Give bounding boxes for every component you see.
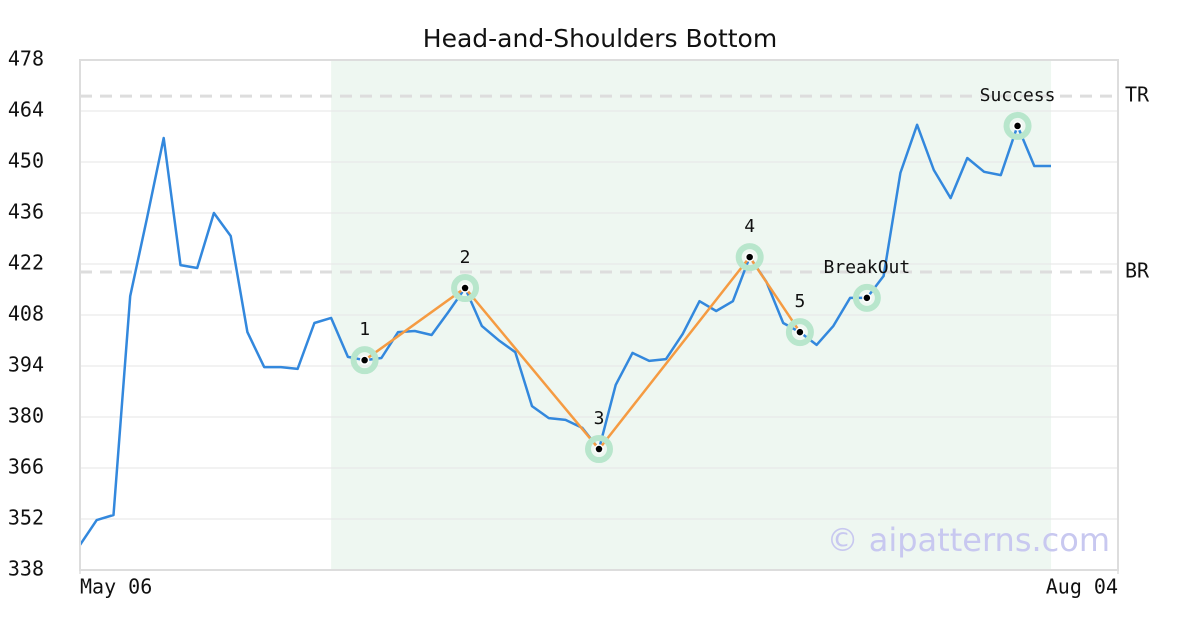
y-tick-label: 394 xyxy=(8,353,44,377)
pattern-point-halo xyxy=(785,318,814,347)
pattern-label: 2 xyxy=(460,247,471,268)
pattern-point xyxy=(460,283,470,293)
pattern-point xyxy=(594,444,604,454)
pattern-point xyxy=(744,252,755,262)
y-tick-label: 478 xyxy=(8,47,44,71)
annotation-point xyxy=(1012,121,1023,131)
annotation-label: Success xyxy=(980,85,1056,106)
y-tick-label: 380 xyxy=(8,404,44,428)
y-tick-label: 464 xyxy=(8,98,44,122)
pattern-point-halo xyxy=(451,274,480,303)
watermark: © aipatterns.com xyxy=(827,521,1110,559)
y-tick-label: 422 xyxy=(8,251,44,275)
pattern-point-halo xyxy=(585,435,613,464)
pattern-point xyxy=(795,327,805,337)
pattern-label: 5 xyxy=(794,291,805,312)
chart-title: Head-and-Shoulders Bottom xyxy=(423,24,777,53)
price-line xyxy=(78,123,1051,546)
pattern-point-halo xyxy=(735,243,764,272)
plot-frame xyxy=(79,59,1119,571)
x-tick-label: May 06 xyxy=(80,575,152,599)
y-tick-label: 352 xyxy=(8,506,44,530)
y-tick-label: 366 xyxy=(8,455,44,479)
level-label: TR xyxy=(1125,83,1150,107)
pattern-label: 4 xyxy=(744,216,755,237)
x-tick-label: Aug 04 xyxy=(1046,575,1118,599)
y-tick-label: 436 xyxy=(8,200,44,224)
annotation-point-halo xyxy=(852,283,881,312)
y-tick-label: 450 xyxy=(8,149,44,173)
y-tick-label: 338 xyxy=(8,557,44,581)
level-label: BR xyxy=(1125,259,1150,283)
pattern-label: 3 xyxy=(594,408,605,429)
pattern-label: 1 xyxy=(359,319,370,340)
annotation-point-halo xyxy=(1003,111,1032,140)
y-tick-label: 408 xyxy=(8,302,44,326)
annotation-point xyxy=(862,293,872,303)
pattern-point xyxy=(359,355,370,365)
pattern-point-halo xyxy=(350,346,379,375)
annotation-label: BreakOut xyxy=(824,257,911,278)
